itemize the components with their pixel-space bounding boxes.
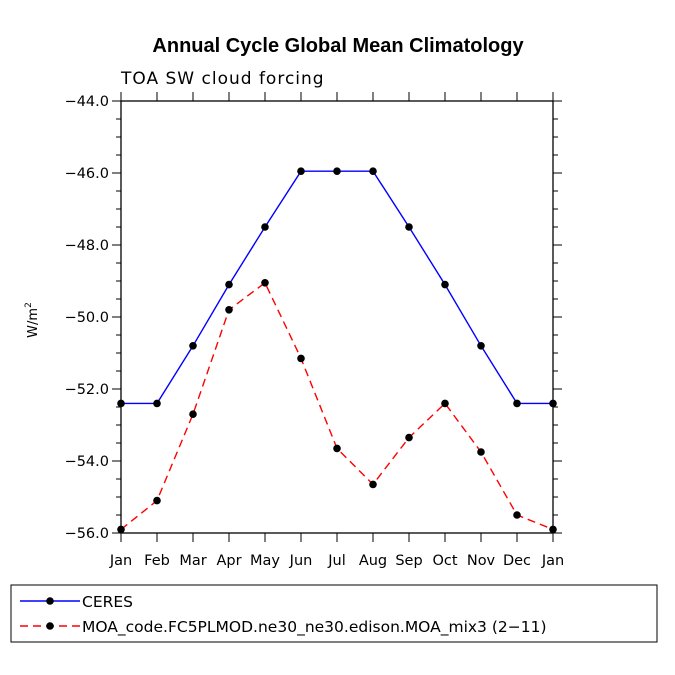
series-2-point — [333, 444, 341, 453]
x-tick-label: May — [250, 553, 280, 569]
x-axis-ticks — [120, 92, 554, 542]
x-tick-label: Aug — [359, 553, 387, 569]
series-2-point — [225, 306, 233, 314]
plot-frame — [120, 100, 554, 534]
series-2-point — [477, 448, 485, 456]
y-tick-label: −46.0 — [65, 166, 109, 182]
y-axis-tick-labels: −56.0 −54.0 −52.0 −50.0 −48.0 −46.0 −44.0 — [65, 94, 109, 542]
chart-subtitle: TOA SW cloud forcing — [120, 69, 325, 89]
series-1-point — [225, 280, 233, 289]
x-axis-tick-labels: Jan Feb Mar Apr May Jun Jul Aug Sep Oct Nov Dec Jan — [109, 553, 564, 569]
series-1-point — [333, 167, 341, 175]
series-line-2 — [120, 281, 554, 531]
series-1-point — [549, 399, 557, 408]
x-tick-label: Jun — [289, 553, 313, 569]
x-tick-label: Oct — [432, 553, 457, 569]
series-2-point — [261, 279, 269, 287]
y-tick-label: −52.0 — [65, 382, 109, 398]
x-tick-label: Sep — [395, 553, 422, 569]
series-2-point — [153, 496, 161, 505]
x-tick-label: Jan — [109, 553, 132, 569]
y-axis-ticks — [112, 100, 562, 534]
legend: CERES MOA_code.FC5PLMOD.ne30_ne30.edison.… — [20, 593, 547, 637]
series-1-point — [369, 167, 377, 175]
legend-label-1: CERES — [82, 593, 133, 611]
series-1-point — [441, 280, 449, 289]
chart-title: Annual Cycle Global Mean Climatology — [152, 35, 524, 57]
x-tick-label: Jul — [327, 553, 346, 569]
y-tick-label: −56.0 — [65, 526, 109, 542]
legend-box — [10, 584, 658, 643]
y-tick-label: −54.0 — [65, 454, 109, 470]
series-2-point — [369, 480, 377, 489]
x-tick-label: Mar — [179, 553, 206, 569]
series-2-point — [189, 410, 197, 419]
series-2-point — [117, 525, 125, 534]
x-tick-label: Jan — [541, 553, 564, 569]
series-1-point — [297, 167, 305, 175]
series-2-point — [549, 525, 557, 534]
y-tick-label: −50.0 — [65, 310, 109, 326]
series-2-point — [297, 354, 305, 363]
series-1-point — [261, 223, 269, 231]
x-tick-label: Dec — [503, 553, 531, 569]
y-axis-label: W/m2 — [24, 302, 41, 338]
legend-marker-2 — [46, 622, 54, 630]
series-1-point — [153, 399, 161, 408]
y-axis-label-unit: W/m — [26, 308, 41, 338]
series-1-point — [513, 399, 521, 408]
series-2-point — [513, 511, 521, 519]
series-1-point — [477, 342, 485, 350]
legend-marker-1 — [46, 597, 54, 605]
series-2-point — [405, 433, 413, 442]
series-1-point — [405, 223, 413, 231]
y-tick-label: −44.0 — [65, 94, 109, 110]
series-1-point — [117, 399, 125, 408]
series-layer — [117, 167, 557, 534]
x-tick-label: Nov — [467, 553, 496, 569]
series-line-1 — [121, 170, 553, 405]
y-axis-label-superscript: 2 — [24, 302, 34, 308]
x-tick-label: Feb — [144, 553, 170, 569]
x-tick-label: Apr — [216, 553, 241, 569]
series-1-point — [189, 342, 197, 350]
series-2-point — [441, 399, 449, 408]
legend-label-2: MOA_code.FC5PLMOD.ne30_ne30.edison.MOA_m… — [82, 618, 547, 637]
y-tick-label: −48.0 — [65, 238, 109, 254]
